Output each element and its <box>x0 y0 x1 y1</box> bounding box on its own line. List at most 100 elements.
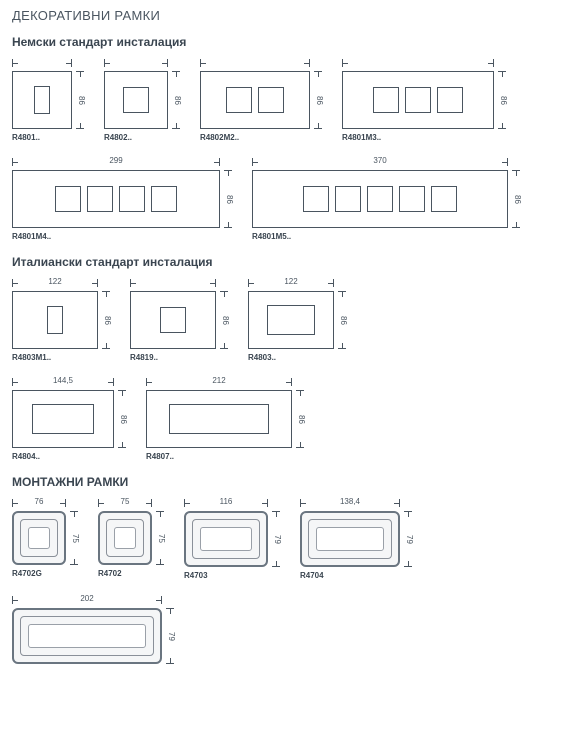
product-code: R4804.. <box>12 452 128 461</box>
dimension-height: 75 <box>68 511 80 565</box>
mounting-frame <box>12 608 162 664</box>
dimension-height: 75 <box>154 511 166 565</box>
frame-slot <box>373 87 399 113</box>
dimension-height: 86 <box>336 291 348 349</box>
frame-item: 21286R4807.. <box>146 376 306 461</box>
product-code: R4801M3.. <box>342 133 508 142</box>
frame-slot <box>123 87 149 113</box>
italian-row-1: 12286R4803M1..86R4819..12286R4803.. <box>12 277 560 362</box>
dimension-width: 370 <box>252 156 508 168</box>
product-code: R4819.. <box>130 353 230 362</box>
frame-slot <box>258 87 284 113</box>
frame-slot <box>119 186 145 212</box>
frame-item: 20279 <box>12 594 176 668</box>
frame-item: 37086 R4801M5.. <box>252 156 522 241</box>
dimension-height: 79 <box>402 511 414 567</box>
dimension-height: 79 <box>164 608 176 664</box>
frame-slot <box>367 186 393 212</box>
decorative-frame <box>146 390 292 448</box>
frame-slot <box>160 307 186 333</box>
product-code: R4702 <box>98 569 166 578</box>
dimension-width: 299 <box>12 156 220 168</box>
decorative-frame <box>342 71 494 129</box>
decorative-frame <box>104 71 168 129</box>
dimension-height: 86 <box>100 291 112 349</box>
dimension-width <box>200 57 310 69</box>
frame-slot <box>399 186 425 212</box>
dimension-height: 86 <box>222 170 234 228</box>
dimension-width <box>342 57 494 69</box>
frame-item: 86 R4801M3.. <box>342 57 508 142</box>
mounting-row-2: 20279 <box>12 594 560 668</box>
frame-slot <box>34 86 50 114</box>
dimension-width: 75 <box>98 497 152 509</box>
frame-item: 138,479 R4704 <box>300 497 414 580</box>
frame-slot <box>437 87 463 113</box>
frame-slot <box>405 87 431 113</box>
mounting-frame <box>300 511 400 567</box>
dimension-height: 86 <box>170 71 182 129</box>
product-code: R4803.. <box>248 353 348 362</box>
frame-item: 7575 R4702 <box>98 497 166 578</box>
product-code: R4802.. <box>104 133 182 142</box>
decorative-frame <box>200 71 310 129</box>
main-title: ДЕКОРАТИВНИ РАМКИ <box>12 8 560 23</box>
mounting-frame <box>184 511 268 567</box>
mounting-row-1: 7675R4702G7575R470211679R4703138,479R470… <box>12 497 560 580</box>
dimension-width: 122 <box>12 277 98 289</box>
dimension-width <box>130 277 216 289</box>
dimension-height: 86 <box>496 71 508 129</box>
mounting-subtitle: МОНТАЖНИ РАМКИ <box>12 475 560 489</box>
mounting-frame <box>12 511 66 565</box>
dimension-width <box>104 57 168 69</box>
frame-slot <box>151 186 177 212</box>
frame-item: 29986R4801M4.. <box>12 156 234 241</box>
dimension-height: 79 <box>270 511 282 567</box>
dimension-height: 86 <box>294 390 306 448</box>
frame-item: 12286 R4803.. <box>248 277 348 362</box>
product-code: R4803M1.. <box>12 353 112 362</box>
decorative-frame <box>248 291 334 349</box>
frame-slot <box>267 305 315 335</box>
italian-subtitle: Италиански стандарт инсталация <box>12 255 560 269</box>
dimension-height: 86 <box>510 170 522 228</box>
dimension-width: 116 <box>184 497 268 509</box>
frame-item: 7675 R4702G <box>12 497 80 578</box>
frame-item: 12286 R4803M1.. <box>12 277 112 362</box>
frame-slot <box>47 306 63 334</box>
decorative-frame <box>12 170 220 228</box>
frame-item: 144,586 R4804.. <box>12 376 128 461</box>
product-code: R4801.. <box>12 133 86 142</box>
dimension-width: 212 <box>146 376 292 388</box>
dimension-width: 76 <box>12 497 66 509</box>
frame-slot <box>303 186 329 212</box>
decorative-frame <box>12 291 98 349</box>
german-subtitle: Немски стандарт инсталация <box>12 35 560 49</box>
frame-item: 86 R4802.. <box>104 57 182 142</box>
product-code: R4801M5.. <box>252 232 522 241</box>
product-code: R4703 <box>184 571 282 580</box>
frame-item: 86R4819.. <box>130 277 230 362</box>
frame-slot <box>87 186 113 212</box>
dimension-height: 86 <box>116 390 128 448</box>
dimension-width: 144,5 <box>12 376 114 388</box>
frame-item: 11679 R4703 <box>184 497 282 580</box>
decorative-frame <box>12 390 114 448</box>
decorative-frame <box>130 291 216 349</box>
frame-slot <box>226 87 252 113</box>
frame-slot <box>32 404 94 434</box>
product-code: R4702G <box>12 569 80 578</box>
german-row-1: 86R4801..86R4802..86R4802M2..86R4801M3.. <box>12 57 560 142</box>
product-code: R4704 <box>300 571 414 580</box>
german-row-2: 29986R4801M4..37086R4801M5.. <box>12 156 560 241</box>
dimension-width: 122 <box>248 277 334 289</box>
frame-item: 86 R4801.. <box>12 57 86 142</box>
dimension-width: 138,4 <box>300 497 400 509</box>
dimension-width: 202 <box>12 594 162 606</box>
frame-slot <box>55 186 81 212</box>
italian-row-2: 144,586R4804..21286R4807.. <box>12 376 560 461</box>
frame-slot <box>431 186 457 212</box>
dimension-height: 86 <box>312 71 324 129</box>
decorative-frame <box>12 71 72 129</box>
dimension-height: 86 <box>74 71 86 129</box>
